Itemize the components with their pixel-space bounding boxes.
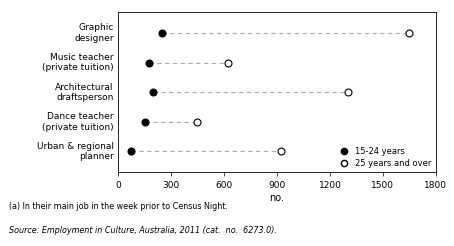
Point xyxy=(278,150,285,154)
Point xyxy=(141,120,148,124)
Legend: 15-24 years, 25 years and over: 15-24 years, 25 years and over xyxy=(336,147,432,168)
Point xyxy=(225,61,232,65)
Text: (a) In their main job in the week prior to Census Night.: (a) In their main job in the week prior … xyxy=(9,202,228,211)
Point xyxy=(128,150,135,154)
Point xyxy=(150,90,157,94)
X-axis label: no.: no. xyxy=(269,193,285,203)
Point xyxy=(344,90,351,94)
Point xyxy=(194,120,201,124)
Text: Source: Employment in Culture, Australia, 2011 (cat.  no.  6273.0).: Source: Employment in Culture, Australia… xyxy=(9,226,277,235)
Point xyxy=(158,31,166,35)
Point xyxy=(145,61,153,65)
Point xyxy=(406,31,413,35)
